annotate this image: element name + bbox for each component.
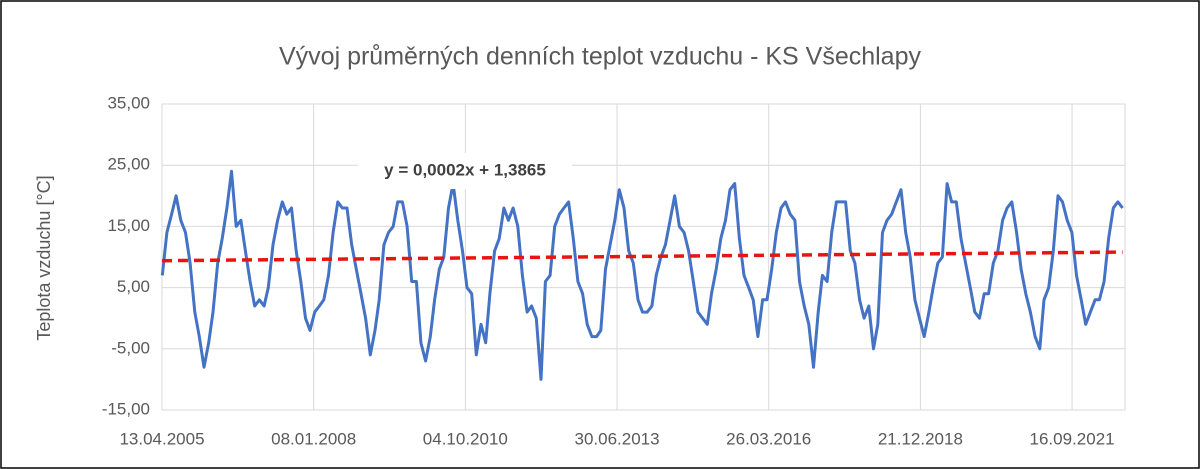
trend-line <box>161 250 1123 263</box>
x-tick-label: 08.01.2008 <box>271 429 356 448</box>
y-tick-label: 15,00 <box>107 216 150 235</box>
y-tick-label: 5,00 <box>117 277 150 296</box>
x-tick-label: 26.03.2016 <box>726 429 811 448</box>
trend-label-box <box>358 153 572 189</box>
x-tick-label: 04.10.2010 <box>423 429 508 448</box>
y-tick-label: 25,00 <box>107 155 150 174</box>
x-tick-label: 21.12.2018 <box>878 429 963 448</box>
x-tick-label: 16.09.2021 <box>1030 429 1115 448</box>
y-tick-label: -5,00 <box>111 338 150 357</box>
y-tick-label: -15,00 <box>102 399 150 418</box>
y-axis-title: Teplota vzduchu [°C] <box>34 175 54 340</box>
y-tick-label: 35,00 <box>107 93 150 112</box>
trend-label: y = 0,0002x + 1,3865 <box>384 160 546 179</box>
x-tick-label: 13.04.2005 <box>119 429 204 448</box>
data-line <box>160 169 1124 381</box>
chart-title: Vývoj průměrných denních teplot vzduchu … <box>279 43 922 71</box>
x-tick-label: 30.06.2013 <box>574 429 659 448</box>
